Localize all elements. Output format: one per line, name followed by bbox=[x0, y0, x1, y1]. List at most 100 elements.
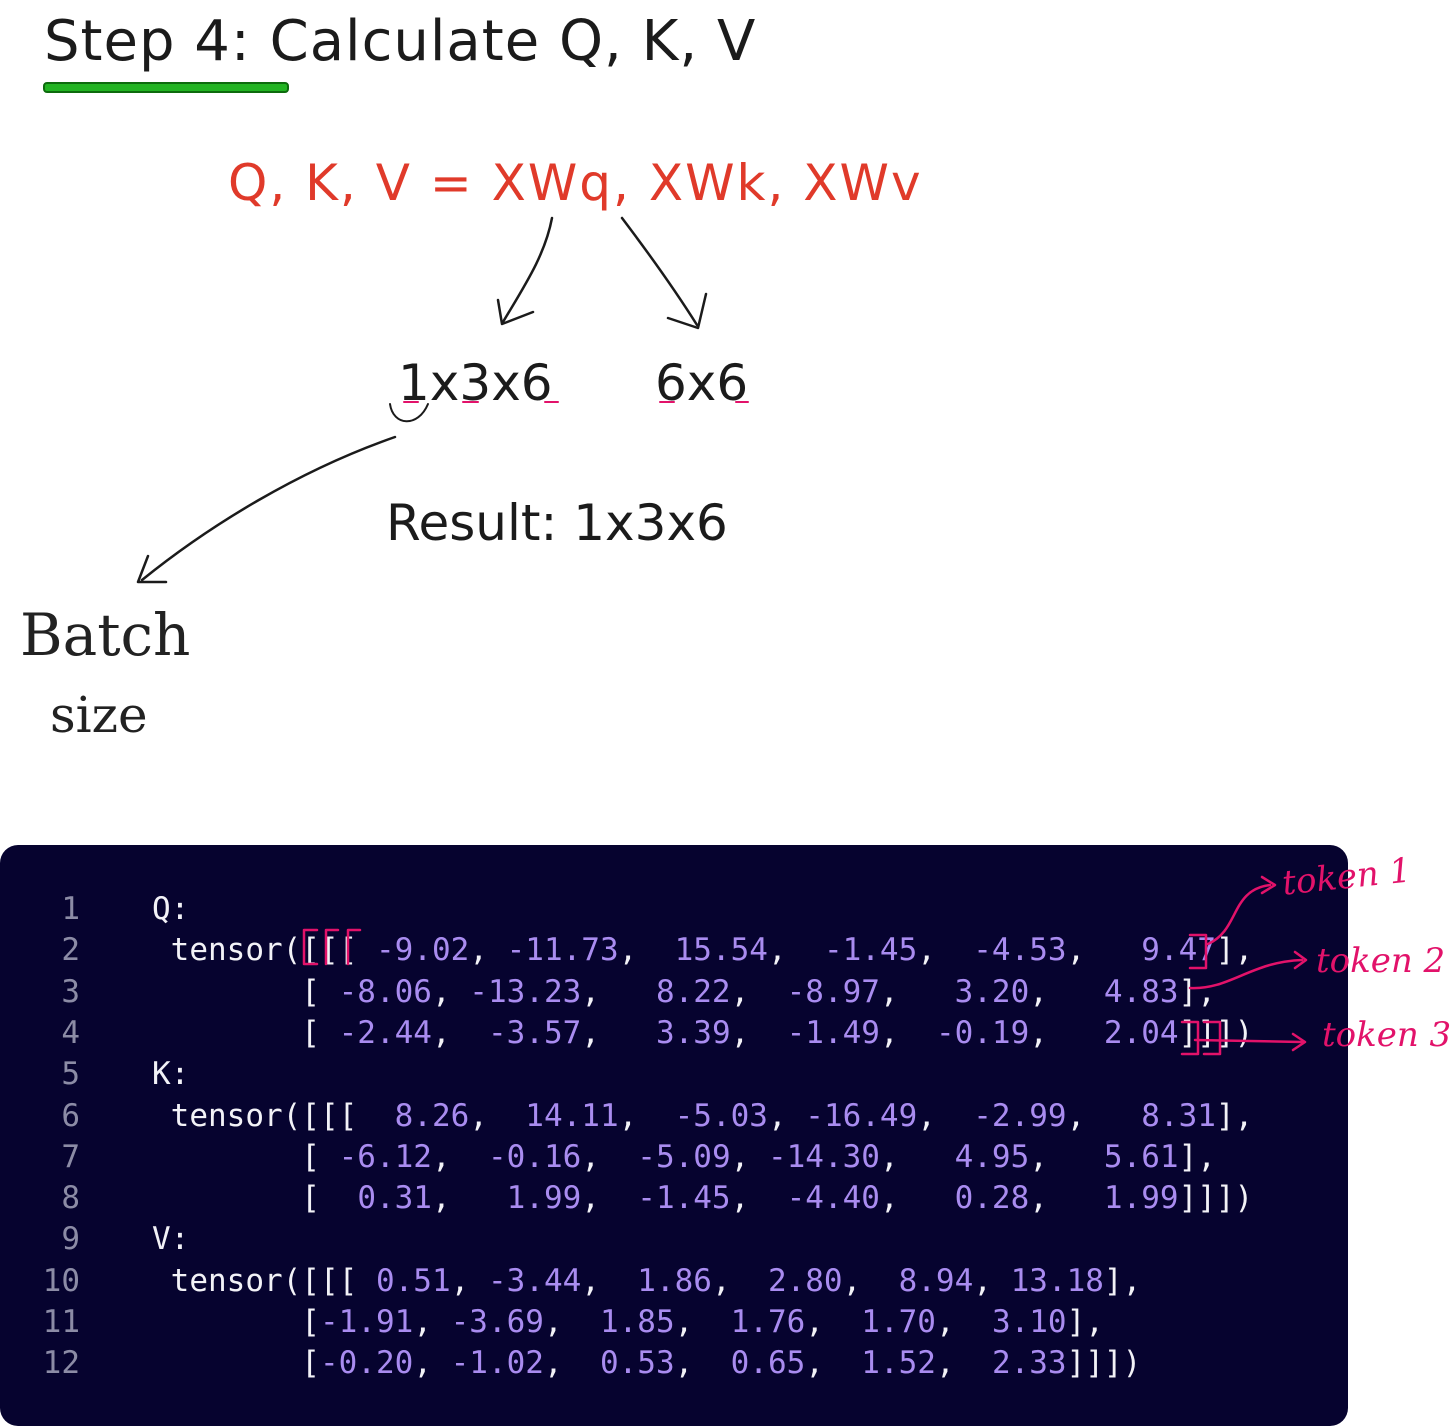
number: -6.12 bbox=[338, 1138, 432, 1175]
code-token: , bbox=[973, 1262, 1011, 1299]
code-token: , bbox=[413, 1345, 451, 1382]
title: Step 4: Calculate Q, K, V bbox=[44, 9, 757, 74]
input-shape: 1x3x6 bbox=[398, 354, 553, 412]
number: 3.20 bbox=[954, 973, 1030, 1010]
number: 2.04 bbox=[1103, 1014, 1179, 1051]
code-token: ], bbox=[1066, 1304, 1104, 1340]
number: 0.31 bbox=[357, 1180, 432, 1217]
code-text: tensor([[[ 0.51, -3.44, 1.86, 2.80, 8.94… bbox=[152, 1261, 1142, 1302]
number: -16.49 bbox=[805, 1097, 918, 1134]
code-text: [ 0.31, 1.99, -1.45, -4.40, 0.28, 1.99]]… bbox=[152, 1178, 1253, 1219]
code-token: , bbox=[935, 1304, 992, 1340]
number: -1.45 bbox=[823, 932, 918, 969]
code-token: , bbox=[917, 1097, 974, 1134]
code-token: tensor([[[ bbox=[152, 1097, 395, 1134]
number: 5.61 bbox=[1103, 1138, 1179, 1175]
number: -11.73 bbox=[506, 932, 619, 969]
number: 8.26 bbox=[394, 1097, 470, 1134]
code-token: , bbox=[431, 973, 470, 1010]
number: -8.97 bbox=[786, 973, 880, 1010]
code-token: , bbox=[730, 973, 787, 1010]
code-token: , bbox=[767, 932, 824, 969]
code-token: , bbox=[581, 973, 656, 1010]
code-token: , bbox=[805, 1345, 862, 1382]
number: 3.10 bbox=[991, 1304, 1067, 1340]
number: 8.94 bbox=[898, 1262, 974, 1299]
code-line: 5 K: bbox=[0, 1054, 1348, 1095]
token-label: token 2 bbox=[1316, 941, 1446, 981]
number: 1.99 bbox=[506, 1180, 582, 1217]
code-text: [ -6.12, -0.16, -5.09, -14.30, 4.95, 5.6… bbox=[152, 1137, 1216, 1178]
code-line: 6 tensor([[[ 8.26, 14.11, -5.03, -16.49,… bbox=[0, 1096, 1348, 1137]
number: -2.44 bbox=[338, 1014, 432, 1051]
line-number: 8 bbox=[61, 1180, 80, 1217]
number: -4.40 bbox=[786, 1180, 880, 1217]
weight-shape: 6x6 bbox=[655, 354, 749, 412]
code-token: , bbox=[413, 1304, 451, 1340]
number: -8.06 bbox=[338, 973, 432, 1010]
number: 13.18 bbox=[1010, 1262, 1104, 1299]
number: -13.23 bbox=[469, 973, 582, 1010]
code-token: , bbox=[1029, 1014, 1104, 1051]
code-token: , bbox=[450, 1262, 488, 1299]
code-panel: 1 Q: 2 tensor([[[ -9.02, -11.73, 15.54, -1… bbox=[0, 845, 1348, 1426]
code-token: , bbox=[842, 1262, 899, 1299]
code-token: [ bbox=[152, 1014, 339, 1051]
number: -1.91 bbox=[319, 1304, 414, 1340]
code-token: ], bbox=[1103, 1262, 1142, 1299]
code-token: , bbox=[1066, 1097, 1142, 1134]
number: -4.53 bbox=[973, 932, 1067, 969]
code-token: , bbox=[805, 1304, 862, 1340]
code-token: [ bbox=[152, 1304, 320, 1340]
code-token: , bbox=[917, 932, 974, 969]
number: -0.20 bbox=[319, 1345, 414, 1382]
code-token: , bbox=[711, 1262, 768, 1299]
number: -5.09 bbox=[637, 1138, 731, 1175]
code-line: 4 [ -2.44, -3.57, 3.39, -1.49, -0.19, 2.… bbox=[0, 1013, 1348, 1054]
number: 9.47 bbox=[1141, 932, 1216, 969]
code-token: , bbox=[581, 1180, 638, 1217]
arrows bbox=[136, 216, 708, 584]
number: -5.03 bbox=[674, 1097, 768, 1134]
number: -1.45 bbox=[637, 1180, 731, 1217]
code-text: Q: bbox=[152, 889, 189, 930]
code-line: 12 [-0.20, -1.02, 0.53, 0.65, 1.52, 2.33… bbox=[0, 1343, 1348, 1384]
number: -3.69 bbox=[450, 1304, 544, 1340]
code-token: ], bbox=[1215, 1097, 1254, 1134]
number: -9.02 bbox=[375, 932, 470, 969]
code-token: , bbox=[543, 1345, 600, 1382]
code-text: [ -8.06, -13.23, 8.22, -8.97, 3.20, 4.83… bbox=[152, 972, 1216, 1013]
number: 3.39 bbox=[655, 1014, 731, 1051]
number: -1.49 bbox=[786, 1014, 880, 1051]
line-number: 4 bbox=[61, 1014, 80, 1051]
code-token: , bbox=[431, 1138, 488, 1175]
line-number: 2 bbox=[61, 932, 80, 969]
number: -0.16 bbox=[487, 1138, 582, 1175]
code-line: 10 tensor([[[ 0.51, -3.44, 1.86, 2.80, 8… bbox=[0, 1261, 1348, 1302]
code-line: 2 tensor([[[ -9.02, -11.73, 15.54, -1.45… bbox=[0, 930, 1348, 971]
number: 1.99 bbox=[1103, 1180, 1179, 1217]
number: -14.30 bbox=[767, 1138, 880, 1175]
code-token: , bbox=[730, 1014, 787, 1051]
code-token: , bbox=[674, 1345, 731, 1382]
number: -0.19 bbox=[935, 1014, 1030, 1051]
number: -1.02 bbox=[450, 1345, 544, 1382]
code-line: 1 Q: bbox=[0, 889, 1348, 930]
code-line: 8 [ 0.31, 1.99, -1.45, -4.40, 0.28, 1.99… bbox=[0, 1178, 1348, 1219]
code-token: [ bbox=[152, 1180, 358, 1217]
number: 0.53 bbox=[599, 1345, 675, 1382]
result: Result: 1x3x6 bbox=[386, 494, 728, 552]
code-line: 3 [ -8.06, -13.23, 8.22, -8.97, 3.20, 4.… bbox=[0, 972, 1348, 1013]
number: 0.51 bbox=[375, 1262, 451, 1299]
number: 1.70 bbox=[861, 1304, 936, 1340]
code-token: , bbox=[469, 932, 507, 969]
code-text: [-0.20, -1.02, 0.53, 0.65, 1.52, 2.33]]]… bbox=[152, 1343, 1141, 1384]
number: 15.54 bbox=[674, 932, 768, 969]
code-token: V: bbox=[152, 1221, 190, 1258]
line-number: 12 bbox=[42, 1345, 80, 1382]
number: -3.57 bbox=[487, 1014, 582, 1051]
annotation: Batch bbox=[20, 601, 191, 669]
code-token: ]]]) bbox=[1178, 1180, 1254, 1217]
number: 2.80 bbox=[767, 1262, 843, 1299]
